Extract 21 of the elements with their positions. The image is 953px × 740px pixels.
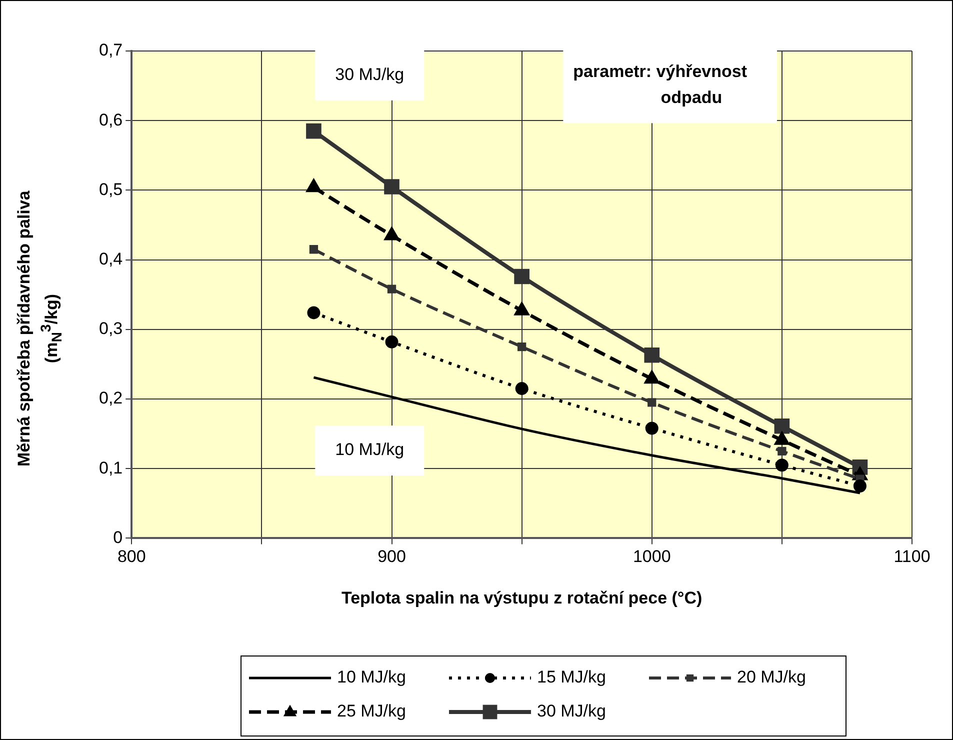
x-tick-label: 1100 <box>894 547 930 566</box>
y-tick-label: 0,6 <box>98 110 123 130</box>
x-tick-label: 900 <box>378 547 406 566</box>
y-tick-label: 0,5 <box>98 180 123 199</box>
y-tick-label: 0,4 <box>98 249 123 268</box>
legend-label: 10 MJ/kg <box>337 668 406 687</box>
legend-label: 25 MJ/kg <box>337 702 406 721</box>
x-tick-label: 800 <box>117 547 146 566</box>
y-tick-label: 0,1 <box>98 458 123 478</box>
y-tick-label: 0,3 <box>98 319 123 338</box>
legend-label: 30 MJ/kg <box>537 702 606 721</box>
annotation: 10 MJ/kg <box>335 440 404 460</box>
y-tick-label: 0 <box>113 528 123 547</box>
legend-label: 15 MJ/kg <box>537 668 606 687</box>
legend-label: 20 MJ/kg <box>737 668 806 687</box>
annotation: 30 MJ/kg <box>335 65 404 84</box>
y-tick-label: 0,7 <box>98 40 123 60</box>
annotation: parametr: výhřevnost odpadu <box>573 62 748 107</box>
y-tick-label: 0,2 <box>98 388 123 408</box>
x-axis-title: Teplota spalin na výstupu z rotační pece (°C) <box>341 588 702 608</box>
x-tick-label: 1000 <box>632 547 671 566</box>
